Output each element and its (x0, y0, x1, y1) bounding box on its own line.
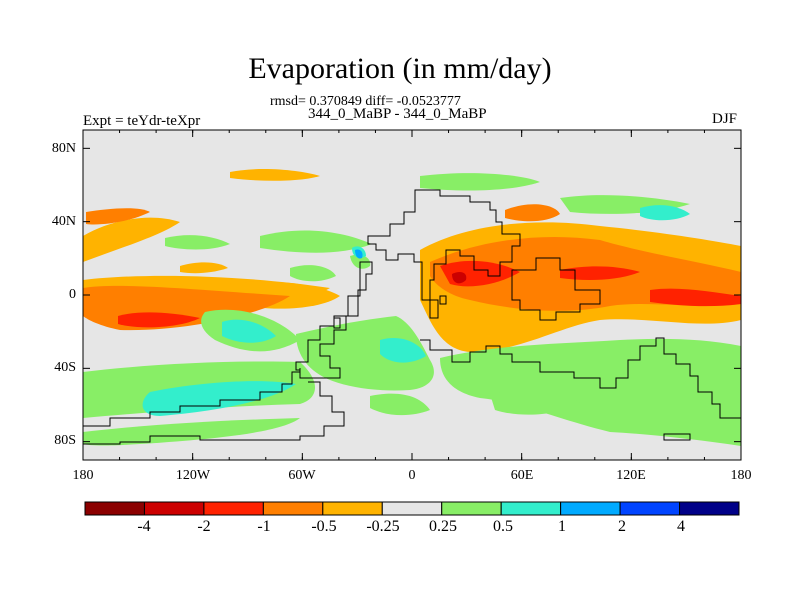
colorbar-swatch (381, 501, 443, 516)
contour-region (560, 266, 640, 280)
colorbar-label: 4 (677, 518, 685, 535)
contour-region (380, 337, 426, 363)
contour-region (222, 319, 276, 343)
contour-region (452, 272, 467, 284)
colorbar-label: -4 (137, 518, 151, 535)
contour-region (420, 173, 540, 191)
coastline-south-continent (420, 337, 741, 419)
lon-tick-label: 120E (616, 468, 646, 483)
contour-fill-layer (83, 169, 741, 446)
colorbar-label: -0.5 (311, 518, 337, 535)
colorbar (84, 501, 740, 516)
coastline-island (663, 433, 691, 441)
contour-region (230, 169, 320, 181)
colorbar-label: 0.5 (493, 518, 513, 535)
chart-subtitle: rmsd= 0.370849 diff= -0.0523777 (270, 94, 461, 109)
colorbar-swatch (619, 501, 681, 516)
period-label: 344_0_MaBP - 344_0_MaBP (308, 106, 487, 122)
coastline-island (333, 317, 341, 329)
lon-tick-label: 60W (288, 468, 316, 483)
colorbar-swatch (500, 501, 562, 516)
coastline-north-continent (367, 189, 521, 319)
colorbar-swatch (560, 501, 621, 516)
contour-region (180, 262, 228, 274)
colorbar-swatch (322, 501, 383, 516)
colorbar-label: 1 (558, 518, 566, 535)
lon-tick-label: 0 (408, 468, 416, 483)
contour-region (165, 235, 230, 250)
coastline-polar (83, 368, 345, 445)
axis-ticks (82, 130, 742, 460)
contour-region (260, 230, 372, 253)
lon-tick-label: 180 (72, 468, 94, 483)
coastline-island (439, 295, 447, 305)
colorbar-swatch (84, 501, 145, 516)
colorbar-label: 0.25 (429, 518, 457, 535)
colorbar-label: -2 (197, 518, 211, 535)
contour-region (83, 217, 180, 262)
lat-tick-label: 80N (51, 141, 76, 156)
lon-tick-label: 60E (510, 468, 534, 483)
contour-region (86, 208, 150, 225)
lat-tick-label: 80S (54, 433, 76, 448)
lon-tick-label: 180 (730, 468, 752, 483)
contour-region (296, 316, 434, 391)
contour-region (490, 391, 580, 415)
chart-title: Evaporation (in mm/day) (248, 52, 552, 85)
colorbar-label: -1 (257, 518, 271, 535)
lat-tick-label: 40N (51, 214, 76, 229)
coastline-layer (83, 189, 741, 445)
contour-region (83, 418, 300, 446)
contour-region (650, 288, 741, 307)
contour-region (370, 393, 430, 416)
colorbar-label: -0.25 (366, 518, 400, 535)
colorbar-swatch (143, 501, 205, 516)
coastline-east-continent (511, 257, 601, 321)
colorbar-swatch (441, 501, 502, 516)
lat-tick-label: 40S (54, 360, 76, 375)
contour-region (142, 381, 296, 416)
colorbar-swatch (203, 501, 264, 516)
contour-region (440, 338, 741, 446)
season-label: DJF (712, 111, 738, 127)
lat-tick-label: 0 (69, 287, 76, 302)
colorbar-label: 2 (618, 518, 626, 535)
colorbar-swatch (262, 501, 324, 516)
contour-region (640, 205, 690, 221)
colorbar-swatch (679, 501, 740, 516)
contour-region (290, 265, 336, 282)
lon-tick-label: 120W (175, 468, 211, 483)
contour-region (505, 204, 560, 222)
contour-region (355, 249, 363, 259)
contour-region (118, 312, 200, 328)
experiment-label: Expt = teYdr-teXpr (83, 113, 201, 129)
